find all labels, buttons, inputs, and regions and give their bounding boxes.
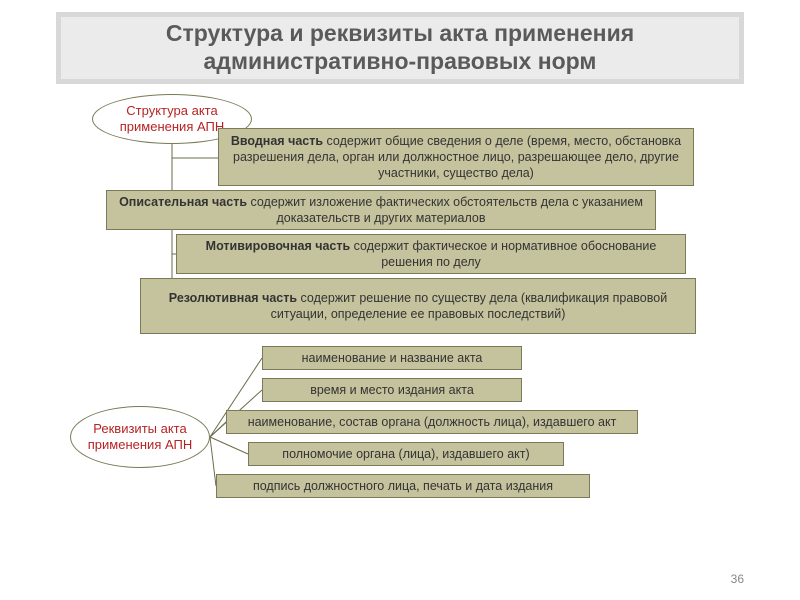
box-intro: Вводная часть содержит общие сведения о … <box>218 128 694 186</box>
box-r2-text: время и место издания акта <box>310 382 474 398</box>
box-motiv-text: Мотивировочная часть содержит фактическо… <box>185 238 677 271</box>
box-resol: Резолютивная часть содержит решение по с… <box>140 278 696 334</box>
slide-title: Структура и реквизиты акта применения ад… <box>56 12 744 84</box>
box-r1-text: наименование и название акта <box>302 350 483 366</box>
box-r3: наименование, состав органа (должность л… <box>226 410 638 434</box>
box-desc: Описательная часть содержит изложение фа… <box>106 190 656 230</box>
box-desc-text: Описательная часть содержит изложение фа… <box>115 194 647 227</box>
title-text: Структура и реквизиты акта применения ад… <box>61 20 739 75</box>
box-r5-text: подпись должностного лица, печать и дата… <box>253 478 553 494</box>
ellipse-requisites: Реквизиты акта применения АПН <box>70 406 210 468</box>
box-resol-text: Резолютивная часть содержит решение по с… <box>149 290 687 323</box>
box-intro-text: Вводная часть содержит общие сведения о … <box>227 133 685 182</box>
box-r3-text: наименование, состав органа (должность л… <box>248 414 617 430</box>
box-r2: время и место издания акта <box>262 378 522 402</box>
box-r1: наименование и название акта <box>262 346 522 370</box>
box-r4: полномочие органа (лица), издавшего акт) <box>248 442 564 466</box>
box-motiv: Мотивировочная часть содержит фактическо… <box>176 234 686 274</box>
box-r5: подпись должностного лица, печать и дата… <box>216 474 590 498</box>
ellipse-requisites-label: Реквизиты акта применения АПН <box>81 421 199 454</box>
page-number: 36 <box>731 572 744 586</box>
box-r4-text: полномочие органа (лица), издавшего акт) <box>282 446 529 462</box>
